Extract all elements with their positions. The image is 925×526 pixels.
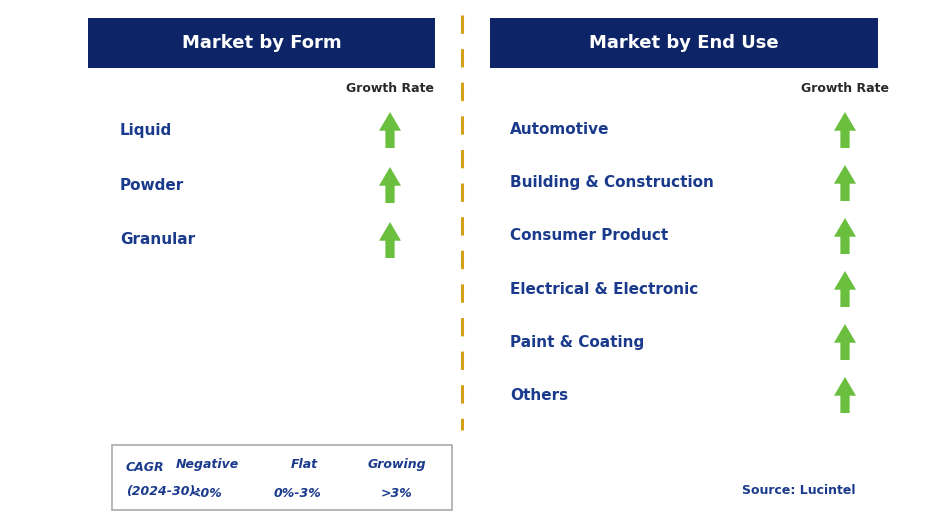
Polygon shape: [834, 218, 856, 254]
Text: Powder: Powder: [120, 177, 184, 193]
Text: Paint & Coating: Paint & Coating: [510, 335, 644, 349]
Bar: [112, 445, 452, 510]
Polygon shape: [834, 377, 856, 413]
Text: Building & Construction: Building & Construction: [510, 176, 714, 190]
Polygon shape: [249, 470, 265, 495]
Polygon shape: [834, 165, 856, 201]
Bar: [88, 18, 435, 68]
Text: Flat: Flat: [290, 458, 317, 471]
Text: Automotive: Automotive: [510, 123, 610, 137]
Text: Others: Others: [510, 388, 568, 402]
Polygon shape: [424, 470, 440, 495]
Text: Growth Rate: Growth Rate: [346, 82, 434, 95]
Text: <0%: <0%: [191, 487, 223, 500]
Text: Electrical & Electronic: Electrical & Electronic: [510, 281, 698, 297]
Text: Negative: Negative: [176, 458, 239, 471]
Text: Market by End Use: Market by End Use: [589, 34, 779, 52]
Text: Growing: Growing: [368, 458, 426, 471]
Polygon shape: [834, 112, 856, 148]
Polygon shape: [308, 473, 346, 495]
Text: Liquid: Liquid: [120, 123, 172, 137]
Text: Granular: Granular: [120, 232, 195, 248]
Polygon shape: [379, 112, 401, 148]
Text: Market by Form: Market by Form: [181, 34, 341, 52]
Text: CAGR: CAGR: [126, 461, 165, 474]
Text: (2024-30):: (2024-30):: [126, 485, 200, 498]
Polygon shape: [834, 324, 856, 360]
Polygon shape: [834, 271, 856, 307]
Text: >3%: >3%: [381, 487, 413, 500]
Text: Source: Lucintel: Source: Lucintel: [742, 483, 855, 497]
Text: 0%-3%: 0%-3%: [273, 487, 321, 500]
Polygon shape: [379, 167, 401, 203]
Text: Consumer Product: Consumer Product: [510, 228, 668, 244]
Text: Growth Rate: Growth Rate: [801, 82, 889, 95]
Polygon shape: [379, 222, 401, 258]
Bar: [490, 18, 878, 68]
